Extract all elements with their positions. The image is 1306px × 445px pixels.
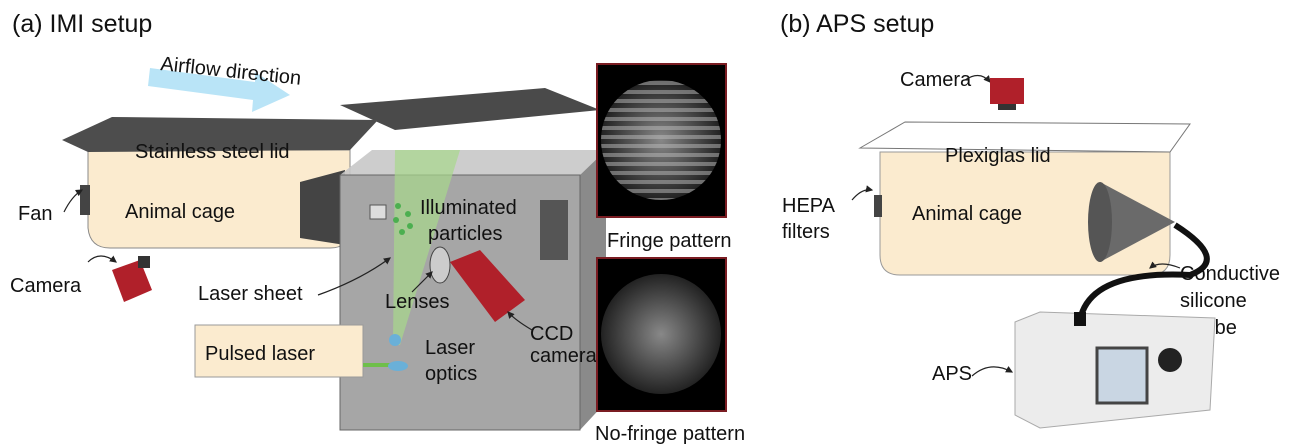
label: Fan bbox=[18, 203, 52, 225]
no-fringe-disk bbox=[601, 274, 721, 394]
label: Plexiglas lid bbox=[945, 145, 1051, 167]
label: silicone bbox=[1180, 290, 1247, 312]
fan bbox=[80, 185, 90, 215]
camera-icon bbox=[112, 260, 152, 302]
label: optics bbox=[425, 363, 477, 385]
pointer bbox=[971, 365, 1014, 377]
label: HEPA bbox=[782, 195, 836, 217]
laser-sheet bbox=[393, 150, 460, 345]
label: CCD bbox=[530, 323, 573, 345]
optic bbox=[389, 334, 401, 346]
label: No-fringe pattern bbox=[595, 423, 745, 445]
optic bbox=[388, 361, 408, 371]
pointer bbox=[964, 74, 991, 83]
inlet bbox=[1158, 348, 1182, 372]
plexiglas-lid bbox=[858, 121, 1191, 153]
pointer bbox=[63, 189, 84, 213]
cone bbox=[1100, 182, 1175, 262]
pointer bbox=[317, 257, 391, 296]
label: filters bbox=[782, 221, 830, 243]
label: camera bbox=[530, 345, 598, 367]
screen bbox=[1095, 346, 1149, 405]
label: Animal cage bbox=[125, 201, 235, 223]
filter bbox=[874, 195, 882, 217]
label: Stainless steel lid bbox=[135, 141, 290, 163]
panel-title: (b) APS setup bbox=[780, 10, 934, 38]
lens bbox=[998, 104, 1016, 110]
pointer bbox=[87, 255, 117, 263]
pulsed-laser bbox=[194, 324, 364, 378]
label: Pulsed laser bbox=[205, 343, 315, 365]
airflow-arrow bbox=[148, 68, 290, 112]
steel-lid bbox=[62, 117, 378, 152]
box-top bbox=[340, 150, 606, 175]
lens bbox=[429, 246, 451, 284]
connector bbox=[1074, 312, 1086, 326]
tube bbox=[1077, 222, 1210, 321]
lens-icon bbox=[369, 204, 387, 220]
pointer bbox=[507, 311, 533, 331]
duct bbox=[300, 170, 345, 245]
panel-a: (a) IMI setup Airflow direction Stainles… bbox=[10, 10, 745, 445]
camera-icon bbox=[990, 78, 1024, 104]
pointer bbox=[851, 185, 874, 201]
cone-base bbox=[1088, 182, 1112, 262]
label: Lenses bbox=[385, 291, 450, 313]
label: Conductive bbox=[1180, 263, 1280, 285]
window bbox=[540, 200, 568, 260]
label: Animal cage bbox=[912, 203, 1022, 225]
particles bbox=[393, 203, 413, 235]
label: Laser sheet bbox=[198, 283, 303, 305]
label: Illuminated bbox=[420, 197, 517, 219]
label: particles bbox=[428, 223, 502, 245]
lens bbox=[138, 256, 150, 268]
fringe-stripes bbox=[601, 80, 721, 200]
label: Camera bbox=[900, 69, 972, 91]
panel-title: (a) IMI setup bbox=[12, 10, 152, 38]
lid-piece bbox=[340, 88, 600, 130]
pointer bbox=[411, 271, 433, 293]
label: APS bbox=[932, 363, 972, 385]
label: Fringe pattern bbox=[607, 230, 732, 252]
panel-b: (b) APS setup Camera Plexiglas lid Anima… bbox=[780, 10, 1280, 429]
label: Laser bbox=[425, 337, 475, 359]
label: Camera bbox=[10, 275, 82, 297]
pointer bbox=[1149, 261, 1181, 269]
ccd-camera bbox=[450, 250, 525, 322]
